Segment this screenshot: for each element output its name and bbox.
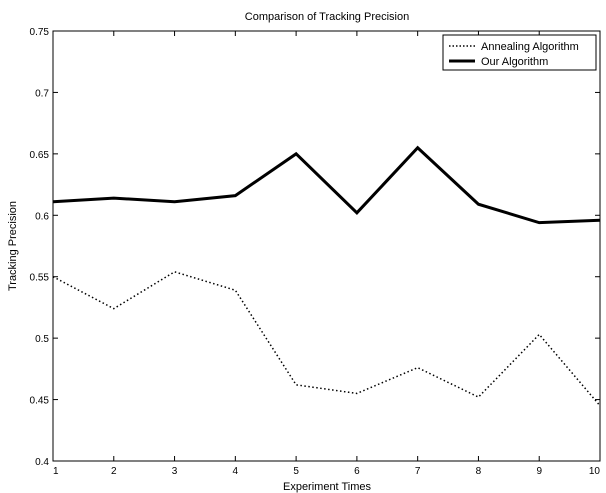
y-axis-label: Tracking Precision [7,201,19,291]
y-tick-label: 0.55 [30,273,50,284]
series-line-annealing [52,270,601,407]
plot-area [52,30,601,462]
chart-title: Comparison of Tracking Precision [245,11,409,23]
x-axis: 1 2 3 4 5 6 7 8 9 10 [52,31,601,477]
y-tick-label: 0.7 [35,88,49,99]
y-axis: 0.4 0.45 0.5 0.55 0.6 0.65 0.7 0.75 [30,27,600,468]
x-tick-label: 10 [589,466,601,477]
y-tick-label: 0.65 [30,150,50,161]
y-tick-label: 0.4 [35,457,49,468]
legend-label-annealing: Annealing Algorithm [481,41,579,53]
series-layer [52,145,601,407]
x-tick-label: 1 [53,466,59,477]
y-tick-label: 0.5 [35,334,49,345]
x-tick-label: 6 [354,466,360,477]
x-tick-label: 3 [172,466,178,477]
x-tick-label: 8 [476,466,482,477]
x-tick-label: 4 [233,466,239,477]
legend-label-ours: Our Algorithm [481,56,548,68]
series-line-ours [52,145,601,225]
x-tick-label: 2 [111,466,117,477]
x-axis-label: Experiment Times [283,481,372,493]
x-tick-label: 5 [293,466,299,477]
legend: Annealing Algorithm Our Algorithm [442,34,597,71]
y-tick-label: 0.6 [35,211,49,222]
x-tick-label: 9 [536,466,542,477]
y-tick-label: 0.75 [30,27,50,38]
y-tick-label: 0.45 [30,396,50,407]
legend-box [442,34,597,71]
x-tick-label: 7 [415,466,421,477]
